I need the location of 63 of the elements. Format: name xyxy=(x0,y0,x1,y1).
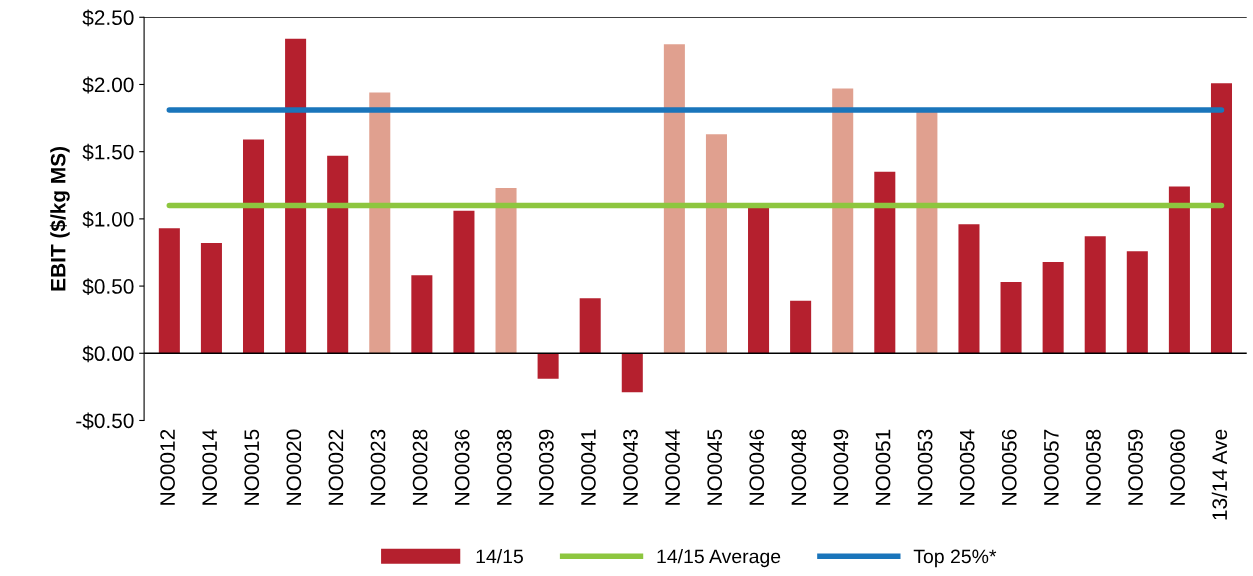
x-tick-label: NO0028 xyxy=(412,429,428,505)
y-tick-label: -$0.50 xyxy=(76,412,134,430)
x-tick-label: NO0012 xyxy=(160,429,175,505)
bar xyxy=(495,187,517,354)
bar xyxy=(327,155,349,354)
x-tick-label: NO0036 xyxy=(454,429,470,505)
y-axis-title: EBIT ($/kg MS) xyxy=(49,146,70,291)
x-tick-label: NO0043 xyxy=(623,429,638,505)
bar xyxy=(537,353,559,379)
y-tick-label: $1.50 xyxy=(82,143,134,161)
bar xyxy=(705,134,727,354)
x-tick-label: NO0054 xyxy=(959,429,975,505)
legend-label: Top 25%* xyxy=(913,549,997,568)
x-tick-label: NO0020 xyxy=(286,429,302,505)
x-tick-label: 13/14 Ave xyxy=(1211,429,1228,520)
x-tick-label: NO0057 xyxy=(1043,429,1059,505)
legend-label: 14/15 Average xyxy=(657,549,781,568)
bar xyxy=(200,243,222,354)
x-tick-label: NO0038 xyxy=(496,429,512,505)
bar xyxy=(1126,251,1148,354)
bar xyxy=(1168,186,1190,354)
y-tick-label: $0.00 xyxy=(82,345,134,363)
bar xyxy=(453,210,475,354)
bar xyxy=(243,139,265,354)
y-tick-label: $1.00 xyxy=(82,211,134,228)
bar xyxy=(621,353,643,393)
bar xyxy=(1000,282,1022,354)
bar xyxy=(158,228,180,354)
x-tick-label: NO0053 xyxy=(917,429,933,505)
x-tick-label: NO0044 xyxy=(665,429,680,505)
x-tick-label: NO0045 xyxy=(707,429,723,505)
x-tick-label: NO0014 xyxy=(202,429,218,505)
bar xyxy=(958,224,980,354)
bar xyxy=(411,275,433,354)
bar xyxy=(832,88,854,354)
bar xyxy=(369,92,391,354)
x-tick-label: NO0022 xyxy=(328,429,344,505)
bar xyxy=(285,38,307,354)
x-tick-label: NO0056 xyxy=(1001,429,1017,505)
x-tick-label: NO0051 xyxy=(875,429,891,505)
y-tick-label: $0.50 xyxy=(82,278,134,296)
bar xyxy=(790,300,812,354)
x-tick-label: NO0048 xyxy=(791,429,807,505)
x-tick-label: NO0060 xyxy=(1170,429,1185,505)
y-tick-label: $2.00 xyxy=(82,76,134,94)
bar xyxy=(874,171,896,354)
bar xyxy=(1210,83,1233,354)
y-tick-label: $2.50 xyxy=(82,9,134,27)
bar xyxy=(579,298,601,354)
bar xyxy=(1042,261,1064,354)
x-tick-label: NO0039 xyxy=(538,429,554,505)
bar xyxy=(916,111,938,354)
legend-label: 14/15 xyxy=(476,549,523,564)
x-tick-label: NO0049 xyxy=(833,429,849,505)
x-tick-label: NO0023 xyxy=(370,429,386,505)
bar xyxy=(748,206,770,354)
x-tick-label: NO0015 xyxy=(244,429,260,505)
bar xyxy=(663,44,685,354)
x-tick-label: NO0041 xyxy=(581,429,596,505)
bar xyxy=(1084,236,1106,354)
x-tick-label: NO0058 xyxy=(1086,429,1101,505)
x-tick-label: NO0046 xyxy=(749,429,765,505)
x-tick-label: NO0059 xyxy=(1128,429,1143,505)
